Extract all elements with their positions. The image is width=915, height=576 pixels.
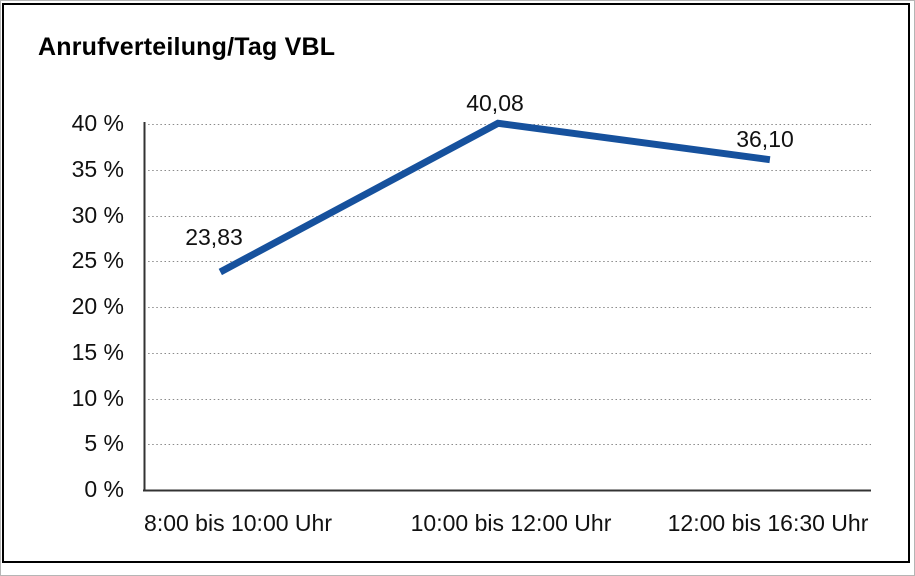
y-tick-label: 5 % <box>84 430 124 456</box>
data-series-line <box>218 119 771 276</box>
y-tick-label: 25 % <box>71 247 124 273</box>
y-tick-label: 30 % <box>71 202 124 228</box>
y-tick-label: 40 % <box>71 110 124 136</box>
x-tick-label: 8:00 bis 10:00 Uhr <box>144 510 332 536</box>
x-tick-label: 10:00 bis 12:00 Uhr <box>410 510 612 536</box>
y-tick-label: 20 % <box>71 293 124 319</box>
y-tick-label: 10 % <box>71 385 124 411</box>
chart-title: Anrufverteilung/Tag VBL <box>38 33 336 61</box>
y-tick-label: 0 % <box>84 476 124 502</box>
data-point-label: 23,83 <box>185 224 243 250</box>
x-tick-label: 12:00 bis 16:30 Uhr <box>667 510 869 536</box>
y-tick-label: 15 % <box>71 339 124 365</box>
chart-border-frame <box>2 3 910 563</box>
data-point-label: 36,10 <box>736 126 794 152</box>
y-tick-label: 35 % <box>71 156 124 182</box>
data-point-label: 40,08 <box>466 90 524 116</box>
